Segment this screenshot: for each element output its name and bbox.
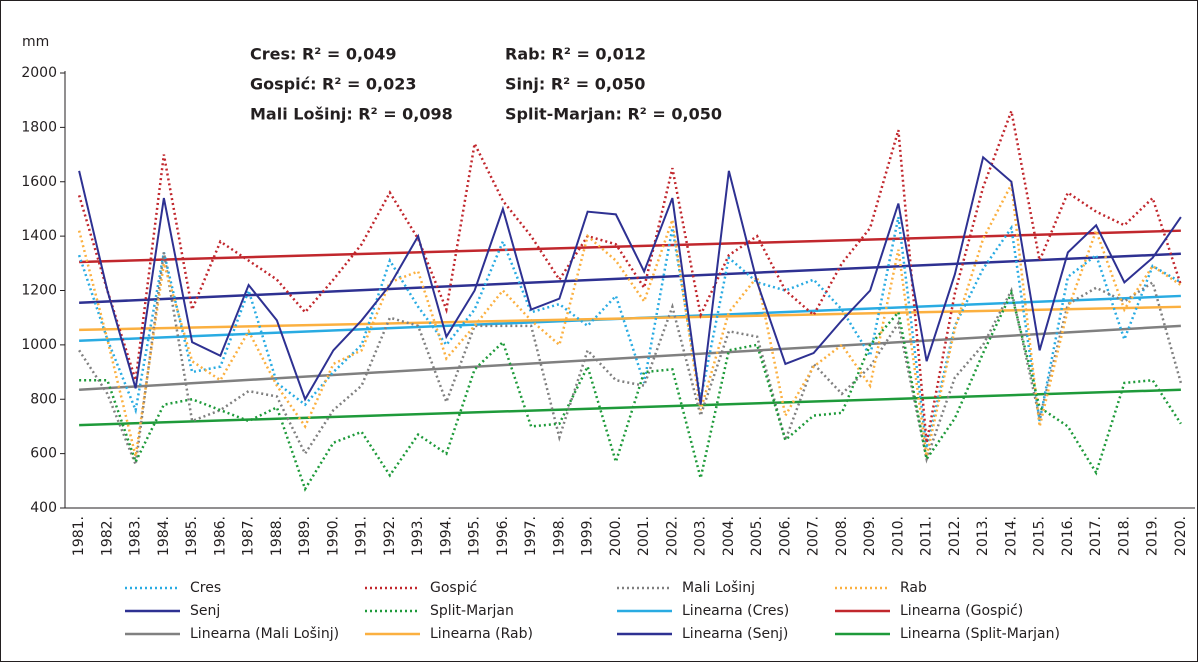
x-tick-label: 2008.	[834, 516, 850, 556]
x-tick-label: 1988.	[269, 516, 285, 556]
series-line	[77, 216, 1182, 449]
annotation: Split-Marjan: R² = 0,050	[505, 105, 722, 124]
annotation: Sinj: R² = 0,050	[505, 75, 645, 94]
x-tick-label: 2010.	[890, 516, 906, 556]
annotation: Cres: R² = 0,049	[250, 45, 396, 64]
x-tick-label: 2016.	[1060, 516, 1076, 556]
series-line	[79, 289, 1182, 492]
x-tick-label: 2001.	[636, 516, 652, 556]
legend-label: Linearna (Gospić)	[900, 603, 1023, 619]
x-tick-label: 2002.	[664, 516, 680, 556]
y-tick-label: 1800	[21, 119, 57, 135]
x-tick-label: 2003.	[693, 516, 709, 556]
y-axis-label: mm	[22, 34, 49, 50]
series-line	[78, 252, 1183, 470]
x-tick-label: 1993.	[410, 516, 426, 556]
trend-line	[79, 388, 1181, 427]
y-tick-label: 1000	[21, 337, 57, 353]
x-tick-label: 2011.	[919, 516, 935, 556]
legend-label: Gospić	[430, 580, 477, 596]
x-tick-label: 1992.	[382, 516, 398, 556]
legend-label: Split-Marjan	[430, 603, 514, 619]
x-tick-label: 2005.	[749, 516, 765, 556]
y-tick-label: 2000	[21, 65, 57, 81]
x-tick-label: 1987.	[241, 516, 257, 556]
x-tick-label: 2019.	[1145, 516, 1161, 556]
x-tick-label: 2017.	[1088, 516, 1104, 556]
annotation: Rab: R² = 0,012	[505, 45, 646, 64]
annotation: Gospić: R² = 0,023	[250, 75, 417, 94]
x-tick-label: 2015.	[1032, 516, 1048, 556]
x-tick-label: 1995.	[467, 516, 483, 556]
x-tick-label: 1984.	[156, 516, 172, 556]
x-tick-label: 1994.	[438, 516, 454, 556]
x-tick-label: 2009.	[862, 516, 878, 556]
y-tick-label: 1400	[21, 228, 57, 244]
annotation: Mali Lošinj: R² = 0,098	[250, 105, 453, 124]
x-tick-label: 2018.	[1116, 516, 1132, 556]
x-tick-label: 1982.	[99, 516, 115, 556]
x-tick-label: 2006.	[777, 516, 793, 556]
x-tick-label: 1999.	[580, 516, 596, 556]
x-tick-label: 2000.	[608, 516, 624, 556]
x-tick-label: 2004.	[721, 516, 737, 556]
x-tick-label: 2013.	[975, 516, 991, 556]
x-tick-label: 1986.	[212, 516, 228, 556]
x-tick-label: 1998.	[551, 516, 567, 556]
x-tick-label: 1997.	[523, 516, 539, 556]
trend-line	[79, 324, 1181, 391]
trend-line	[79, 252, 1181, 304]
x-tick-label: 2007.	[806, 516, 822, 556]
x-tick-label: 1989.	[297, 516, 313, 556]
trend-line	[79, 305, 1181, 332]
y-tick-label: 1600	[21, 174, 57, 190]
legend-label: Linearna (Cres)	[682, 603, 789, 619]
y-tick-label: 800	[30, 391, 57, 407]
x-tick-label: 1981.	[71, 516, 87, 556]
x-tick-label: 1983.	[128, 516, 144, 556]
x-tick-label: 1996.	[495, 516, 511, 556]
x-tick-label: 2014.	[1003, 516, 1019, 556]
legend-label: Linearna (Mali Lošinj)	[190, 626, 339, 642]
legend-label: Linearna (Senj)	[682, 626, 788, 642]
x-tick-label: 2020.	[1173, 516, 1189, 556]
x-tick-label: 1991.	[354, 516, 370, 556]
series-line	[77, 106, 1183, 443]
x-tick-label: 2012.	[947, 516, 963, 556]
series-line	[78, 155, 1182, 405]
legend-label: Mali Lošinj	[682, 580, 755, 596]
x-tick-label: 1985.	[184, 516, 200, 556]
y-tick-label: 600	[30, 446, 57, 462]
legend-label: Cres	[190, 580, 221, 596]
legend-label: Linearna (Rab)	[430, 626, 533, 642]
legend-label: Rab	[900, 580, 927, 596]
y-tick-label: 400	[30, 500, 57, 516]
x-tick-label: 1990.	[325, 516, 341, 556]
trend-line	[79, 229, 1181, 264]
series-line	[77, 180, 1182, 457]
legend-label: Linearna (Split-Marjan)	[900, 626, 1060, 642]
y-tick-label: 1200	[21, 283, 57, 299]
legend-label: Senj	[190, 603, 220, 619]
